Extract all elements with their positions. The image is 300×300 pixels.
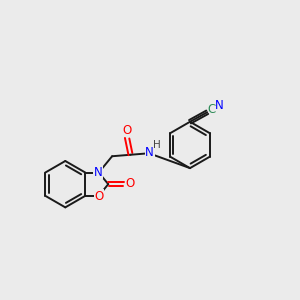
Text: N: N: [94, 166, 103, 179]
Text: O: O: [94, 190, 104, 203]
Text: N: N: [215, 99, 224, 112]
Text: N: N: [145, 146, 154, 159]
Text: O: O: [122, 124, 131, 137]
Text: H: H: [152, 140, 160, 150]
Text: O: O: [126, 177, 135, 190]
Text: C: C: [207, 103, 215, 116]
